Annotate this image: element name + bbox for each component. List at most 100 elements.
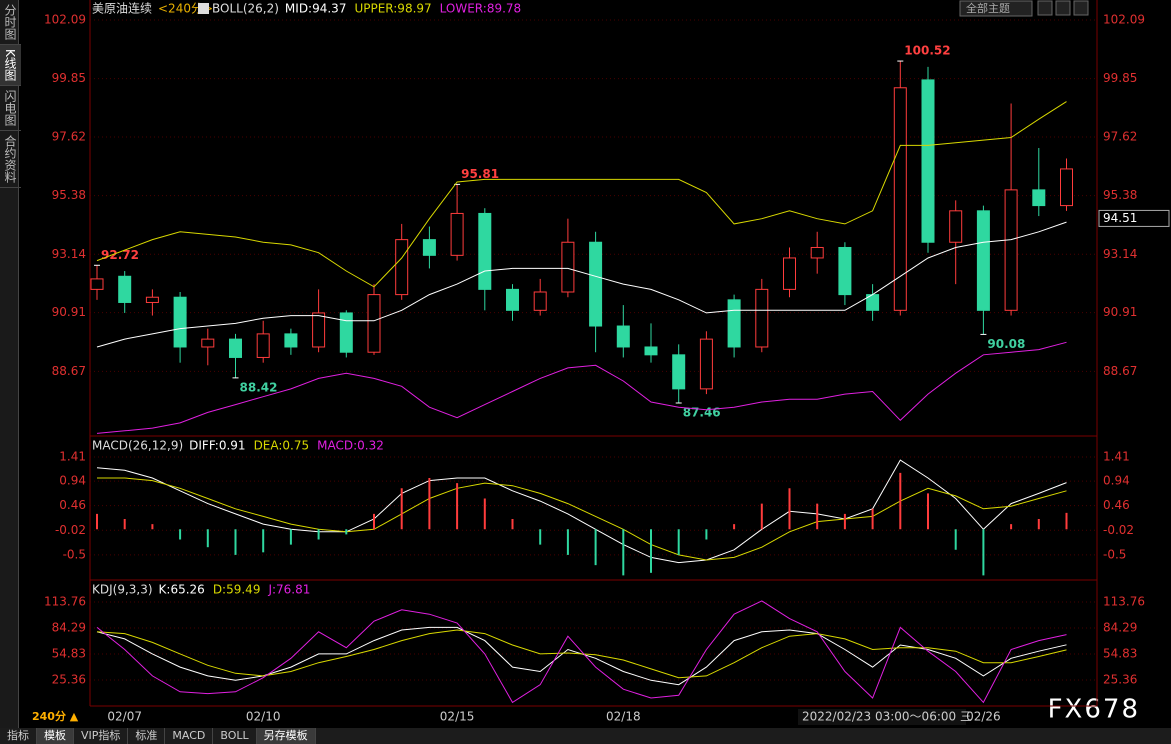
y-tick-label: -0.02 bbox=[1103, 523, 1134, 537]
legend-entry: J:76.81 bbox=[267, 583, 310, 597]
candle-body bbox=[561, 241, 575, 293]
chart-title: 美原油连续 bbox=[92, 1, 152, 16]
candle-body bbox=[838, 246, 852, 296]
legend-entry: DIFF:0.91 bbox=[189, 439, 245, 453]
toolbar-tab[interactable]: VIP指标 bbox=[74, 728, 129, 744]
series-line bbox=[96, 629, 1067, 679]
series-line bbox=[96, 459, 1067, 564]
y-tick-label: 97.62 bbox=[1103, 129, 1137, 143]
x-tick-label: 02/07 bbox=[107, 710, 142, 724]
candle-body bbox=[256, 333, 270, 358]
cursor-label: 2022/02/23 03:00～06:00 三 bbox=[802, 710, 972, 724]
candle-body bbox=[90, 278, 104, 290]
side-tab[interactable]: 合约资料 bbox=[0, 131, 21, 188]
last-price-label: 94.51 bbox=[1103, 211, 1137, 225]
y-tick-label: 90.91 bbox=[52, 305, 86, 319]
toolbar-tab[interactable]: MACD bbox=[165, 728, 214, 744]
candle-body bbox=[450, 212, 464, 256]
y-tick-label: -0.02 bbox=[55, 523, 86, 537]
y-tick-label: 84.29 bbox=[52, 621, 86, 635]
icon-button[interactable] bbox=[1037, 0, 1053, 16]
candle-body bbox=[893, 87, 907, 311]
toolbar: 指标 模板 VIP指标 标准 MACD BOLL 另存模板 bbox=[0, 728, 1171, 744]
legend-entry: DEA:0.75 bbox=[254, 439, 310, 453]
legend-icon bbox=[198, 3, 209, 14]
period-label[interactable]: 240分 ▲ bbox=[32, 709, 79, 723]
candle-body bbox=[229, 338, 242, 358]
candle-body bbox=[699, 338, 713, 390]
side-tab[interactable]: K线图 bbox=[0, 45, 21, 86]
candle-body bbox=[422, 239, 436, 256]
candle-body bbox=[810, 246, 824, 259]
toolbar-tab[interactable]: 标准 bbox=[128, 728, 166, 744]
series-line bbox=[96, 341, 1067, 434]
icon-button[interactable] bbox=[1055, 0, 1071, 16]
candle-body bbox=[589, 241, 603, 327]
legend-entry: D:59.49 bbox=[213, 583, 261, 597]
y-tick-label: 0.46 bbox=[59, 498, 86, 512]
candle-body bbox=[949, 210, 963, 243]
candle-body bbox=[312, 312, 326, 348]
toolbar-tab[interactable]: 模板 bbox=[37, 728, 74, 744]
side-tab[interactable]: 分时图 bbox=[0, 0, 21, 45]
candle-body bbox=[367, 294, 381, 353]
side-tab[interactable]: 闪电图 bbox=[0, 86, 21, 131]
legend-title: MACD(26,12,9) bbox=[92, 439, 183, 453]
candle-body bbox=[173, 296, 187, 348]
candle-body bbox=[284, 333, 298, 348]
y-tick-label: 90.91 bbox=[1103, 305, 1137, 319]
y-tick-label: 0.46 bbox=[1103, 498, 1130, 512]
candle-body bbox=[533, 291, 547, 311]
y-tick-label: -0.5 bbox=[1103, 547, 1126, 561]
candle-body bbox=[1060, 168, 1073, 207]
background bbox=[0, 0, 1171, 728]
y-tick-label: 99.85 bbox=[52, 71, 86, 85]
x-tick-label: 02/10 bbox=[246, 710, 281, 724]
watermark: FX678 bbox=[1048, 695, 1140, 725]
y-tick-label: 1.41 bbox=[1103, 449, 1130, 463]
y-tick-label: 113.76 bbox=[1103, 595, 1145, 609]
candle-body bbox=[727, 299, 741, 348]
x-tick-label: 02/18 bbox=[606, 710, 641, 724]
x-tick-label: 02/26 bbox=[966, 710, 1001, 724]
y-tick-label: 102.09 bbox=[1103, 12, 1145, 26]
candle-body bbox=[921, 79, 935, 243]
candle-body bbox=[506, 288, 519, 311]
extreme-label: 92.72 bbox=[101, 248, 139, 262]
candle-body bbox=[118, 275, 132, 303]
toolbar-tab[interactable]: 指标 bbox=[0, 728, 37, 744]
y-tick-label: 0.94 bbox=[59, 474, 86, 488]
extreme-label: 88.42 bbox=[240, 380, 278, 394]
candle-body bbox=[339, 312, 353, 353]
y-tick-label: 102.09 bbox=[44, 12, 86, 26]
y-tick-label: 54.83 bbox=[52, 647, 86, 661]
side-tabs: 分时图 K线图 闪电图 合约资料 bbox=[0, 0, 21, 728]
legend-entry: UPPER:98.97 bbox=[354, 2, 431, 16]
chart: 美原油连续 <240分> 全部主题 240分 ▲ 2022/02/23 03:0… bbox=[0, 0, 1171, 728]
cursor-box bbox=[798, 709, 966, 725]
y-tick-label: 54.83 bbox=[1103, 647, 1137, 661]
candle-body bbox=[1004, 189, 1018, 311]
extreme-label: 90.08 bbox=[987, 337, 1025, 351]
y-tick-label: -0.5 bbox=[63, 547, 86, 561]
candle-body bbox=[672, 354, 686, 390]
candle-body bbox=[1032, 189, 1046, 207]
legend-entry: K:65.26 bbox=[159, 583, 205, 597]
toolbar-tab[interactable]: 另存模板 bbox=[256, 728, 316, 744]
toolbar-tab[interactable]: BOLL bbox=[213, 728, 257, 744]
candle-body bbox=[145, 296, 159, 303]
y-tick-label: 95.38 bbox=[52, 188, 86, 202]
icon-button[interactable] bbox=[1073, 0, 1089, 16]
y-tick-label: 25.36 bbox=[1103, 673, 1137, 687]
legend-title: KDJ(9,3,3) bbox=[92, 583, 153, 597]
series-line bbox=[96, 600, 1067, 704]
candle-body bbox=[201, 338, 215, 348]
y-tick-label: 95.38 bbox=[1103, 188, 1137, 202]
theme-dropdown[interactable] bbox=[959, 0, 1033, 17]
legend-title: BOLL(26,2) bbox=[212, 2, 279, 16]
y-tick-label: 93.14 bbox=[1103, 247, 1137, 261]
y-tick-label: 1.41 bbox=[59, 449, 86, 463]
last-price-box bbox=[1098, 209, 1170, 227]
y-tick-label: 84.29 bbox=[1103, 621, 1137, 635]
